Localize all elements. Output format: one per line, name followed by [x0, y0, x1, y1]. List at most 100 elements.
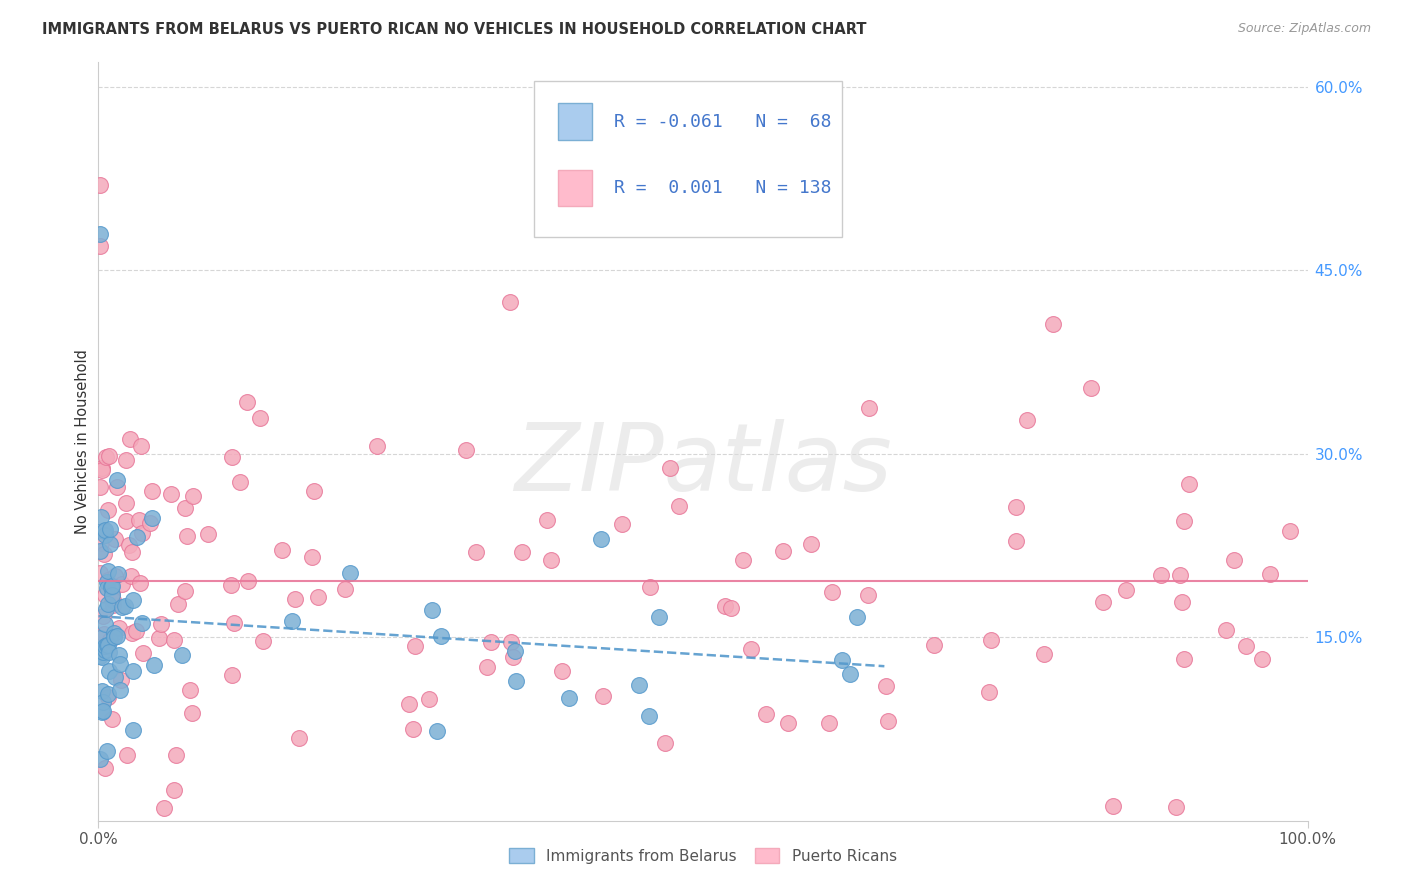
Text: Source: ZipAtlas.com: Source: ZipAtlas.com [1237, 22, 1371, 36]
Point [141, 511, 163, 525]
Point [122, 593, 145, 607]
Point [221, 668, 243, 682]
Point [1258, 567, 1281, 582]
Point [540, 553, 562, 567]
Point [97, 503, 120, 517]
Point [772, 543, 794, 558]
Point [98, 632, 121, 647]
Point [139, 516, 162, 530]
Point [93, 626, 115, 640]
Point [94, 524, 117, 538]
Point [858, 401, 880, 415]
Point [1033, 647, 1056, 661]
Point [176, 529, 198, 543]
Point [89, 227, 111, 241]
Point [90, 536, 112, 550]
Point [426, 724, 449, 739]
Point [1279, 524, 1302, 538]
Point [97, 690, 120, 704]
Point [170, 648, 193, 662]
Point [654, 736, 676, 750]
Point [1080, 381, 1102, 395]
Point [301, 549, 323, 564]
Point [98, 645, 121, 659]
Point [97, 638, 120, 652]
Point [89, 239, 111, 253]
Point [121, 625, 143, 640]
Text: ZIPatlas: ZIPatlas [515, 418, 891, 510]
Text: IMMIGRANTS FROM BELARUS VS PUERTO RICAN NO VEHICLES IN HOUSEHOLD CORRELATION CHA: IMMIGRANTS FROM BELARUS VS PUERTO RICAN … [42, 22, 866, 37]
Point [235, 395, 257, 409]
Point [1168, 568, 1191, 582]
Point [131, 615, 153, 630]
Point [420, 603, 443, 617]
Point [91, 705, 114, 719]
Point [979, 685, 1001, 699]
Point [96, 450, 118, 465]
Point [89, 544, 111, 558]
Point [127, 530, 149, 544]
Point [284, 592, 307, 607]
Point [875, 679, 897, 693]
Point [648, 609, 671, 624]
Point [501, 635, 523, 649]
Point [103, 630, 125, 644]
Point [1015, 413, 1038, 427]
Point [229, 475, 252, 489]
Point [398, 698, 420, 712]
Point [98, 537, 121, 551]
Point [91, 695, 114, 709]
Point [638, 709, 661, 723]
Point [1215, 623, 1237, 637]
Point [91, 463, 114, 477]
Point [592, 689, 614, 703]
Point [94, 617, 117, 632]
Point [91, 644, 114, 658]
Point [149, 616, 172, 631]
Point [101, 598, 124, 612]
Point [1250, 652, 1272, 666]
Point [922, 639, 945, 653]
Point [93, 643, 115, 657]
Point [91, 609, 114, 624]
Point [720, 600, 742, 615]
Point [838, 667, 860, 681]
Point [107, 566, 129, 581]
Point [90, 684, 112, 698]
Point [668, 500, 690, 514]
Point [105, 480, 128, 494]
Point [163, 782, 186, 797]
Point [510, 545, 533, 559]
Point [307, 590, 329, 604]
FancyBboxPatch shape [534, 81, 842, 236]
Point [142, 657, 165, 672]
Point [252, 634, 274, 648]
Point [120, 569, 142, 583]
Point [302, 483, 325, 498]
Point [160, 487, 183, 501]
Point [132, 646, 155, 660]
Point [122, 664, 145, 678]
Point [89, 178, 111, 192]
Point [856, 589, 879, 603]
Point [108, 657, 131, 671]
Point [100, 579, 122, 593]
Point [104, 670, 127, 684]
Point [174, 500, 197, 515]
Point [181, 489, 204, 503]
Point [148, 631, 170, 645]
Point [179, 682, 201, 697]
Point [402, 722, 425, 736]
Point [114, 514, 136, 528]
Point [118, 538, 141, 552]
Point [97, 574, 120, 588]
Point [475, 659, 498, 673]
Point [1236, 639, 1258, 653]
Point [97, 449, 120, 463]
Point [1173, 652, 1195, 666]
Point [103, 625, 125, 640]
Point [165, 748, 187, 763]
Point [108, 621, 131, 635]
Point [114, 599, 136, 613]
Point [339, 566, 361, 580]
